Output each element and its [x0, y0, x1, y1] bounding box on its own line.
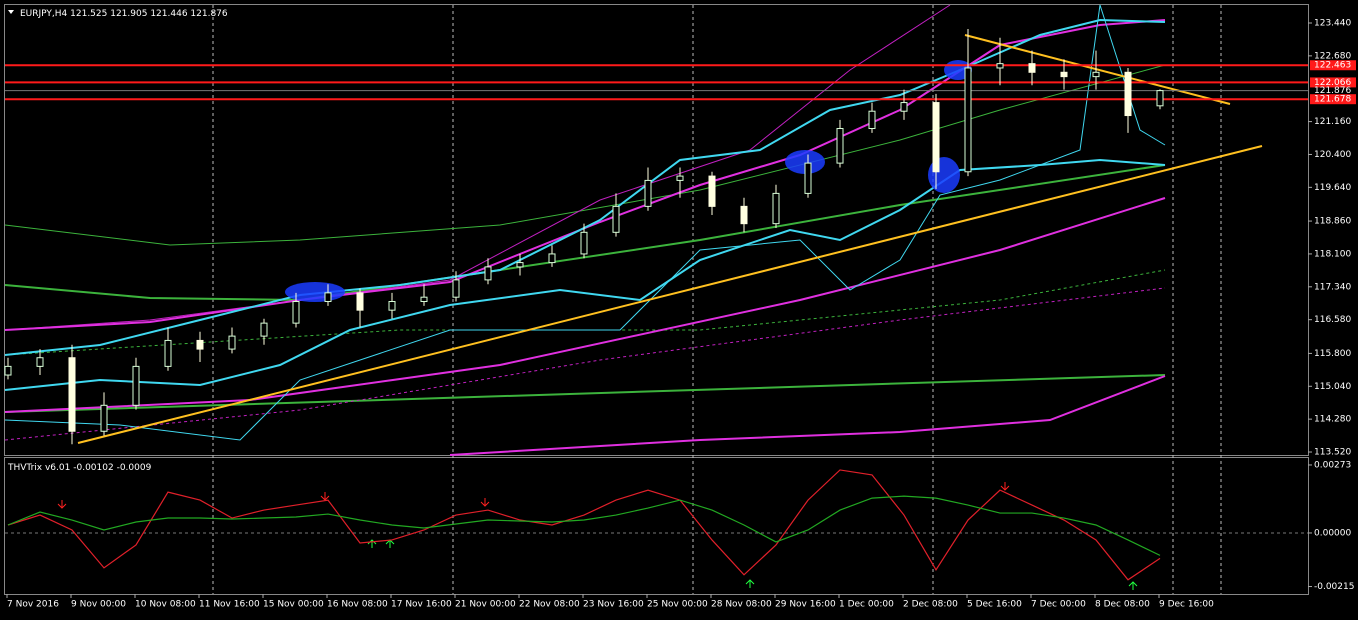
y-tick-label: 121.160 [1314, 117, 1351, 127]
candle-body [996, 63, 1004, 69]
x-tick-label: 21 Nov 00:00 [455, 600, 516, 610]
candle-body [868, 110, 876, 130]
candle-body [196, 339, 204, 350]
level-tag [1310, 60, 1356, 71]
y-tick-label: 114.280 [1314, 415, 1351, 425]
y-tick-label: 0.00273 [1314, 460, 1351, 470]
y-tick-label: 113.520 [1314, 448, 1351, 458]
candle-body [356, 292, 364, 311]
candle-body [1156, 90, 1164, 107]
candle-body [900, 102, 908, 112]
candle-body [548, 253, 556, 264]
candle-body [388, 301, 396, 311]
trix-line [7, 469, 1161, 581]
candle-body [1124, 71, 1132, 117]
candle-body [100, 404, 108, 432]
candle-body [260, 322, 268, 337]
candle-body [36, 357, 44, 367]
y-tick-label: 0.00000 [1314, 528, 1351, 538]
x-tick-label: 17 Nov 16:00 [391, 600, 452, 610]
candle-body [1028, 63, 1036, 73]
candle-body [292, 301, 300, 324]
candle-body [676, 175, 684, 181]
y-tick-label: 123.440 [1314, 18, 1351, 28]
price-label: 121.876 [1314, 86, 1351, 96]
indicator-panel [4, 457, 1309, 595]
y-tick-label: 115.040 [1314, 382, 1351, 392]
high: 121.905 [110, 9, 147, 19]
indicator-header: THVTrix v6.01 -0.00102 -0.0009 [7, 463, 152, 473]
candle-body [1092, 71, 1100, 78]
symbol: EURJPY,H4 [20, 9, 68, 19]
x-tick-label: 29 Nov 16:00 [775, 600, 836, 610]
x-tick-label: 2 Dec 08:00 [903, 600, 958, 610]
candle-body [516, 262, 524, 268]
candle-body [740, 205, 748, 225]
candle-body [324, 292, 332, 303]
x-tick-label: 7 Dec 00:00 [1031, 600, 1086, 610]
candle-body [580, 231, 588, 255]
open: 121.525 [70, 9, 107, 19]
candle-body [644, 179, 652, 207]
trix-line [7, 495, 1161, 556]
x-tick-label: 15 Nov 00:00 [263, 600, 324, 610]
candle-body [484, 266, 492, 281]
menu-arrow[interactable] [8, 10, 14, 14]
x-tick-label: 1 Dec 00:00 [839, 600, 894, 610]
x-tick-label: 22 Nov 08:00 [519, 600, 580, 610]
y-tick-label: 120.400 [1314, 150, 1351, 160]
time-bar [0, 596, 1358, 620]
level-label: 121.678 [1314, 95, 1351, 105]
candle-body [612, 205, 620, 233]
candle-body [132, 365, 140, 406]
candle-body [452, 279, 460, 298]
candle-body [964, 67, 972, 173]
x-tick-label: 25 Nov 00:00 [647, 600, 708, 610]
candle-body [420, 296, 428, 303]
candle-body [164, 339, 172, 367]
candle-body [932, 102, 940, 173]
x-tick-label: 9 Nov 00:00 [71, 600, 126, 610]
x-tick-label: 16 Nov 08:00 [327, 600, 388, 610]
level-label: 122.463 [1314, 61, 1351, 71]
low: 121.446 [150, 9, 187, 19]
y-tick-label: 116.580 [1314, 315, 1351, 325]
candle-body [4, 365, 12, 376]
level-tag [1310, 94, 1356, 105]
candle-body [804, 162, 812, 194]
level-label: 122.066 [1314, 78, 1351, 88]
candle-body [68, 357, 76, 432]
header: EURJPY,H4 121.525 121.905 121.446 121.87… [20, 9, 228, 19]
y-tick-label: 118.100 [1314, 249, 1351, 259]
x-tick-label: 9 Dec 16:00 [1159, 600, 1214, 610]
y-tick-label: 118.860 [1314, 217, 1351, 227]
x-tick-label: 23 Nov 16:00 [583, 600, 644, 610]
level-tag [1310, 77, 1356, 88]
fast-value: -0.00102 [73, 463, 113, 473]
close: 121.876 [190, 9, 227, 19]
x-tick-label: 8 Dec 08:00 [1095, 600, 1150, 610]
candle-body [772, 192, 780, 225]
x-tick-label: 11 Nov 16:00 [199, 600, 260, 610]
y-tick-label: 115.800 [1314, 349, 1351, 359]
candle-body [1060, 71, 1068, 78]
x-tick-label: 10 Nov 08:00 [135, 600, 196, 610]
y-tick-label: -0.00215 [1314, 582, 1354, 592]
indicator-overlays [4, 4, 1263, 456]
candle-body [708, 175, 716, 207]
indicator-name: THVTrix v6.01 [7, 463, 70, 473]
y-tick-label: 122.680 [1314, 51, 1351, 61]
candle-body [836, 128, 844, 164]
slow-value: -0.0009 [117, 463, 152, 473]
candle-body [228, 335, 236, 350]
y-tick-label: 119.640 [1314, 183, 1351, 193]
x-tick-label: 5 Dec 16:00 [967, 600, 1022, 610]
price-panel [4, 4, 1309, 456]
x-tick-label: 28 Nov 08:00 [711, 600, 772, 610]
y-tick-label: 117.340 [1314, 282, 1351, 292]
x-tick-label: 7 Nov 2016 [7, 600, 59, 610]
